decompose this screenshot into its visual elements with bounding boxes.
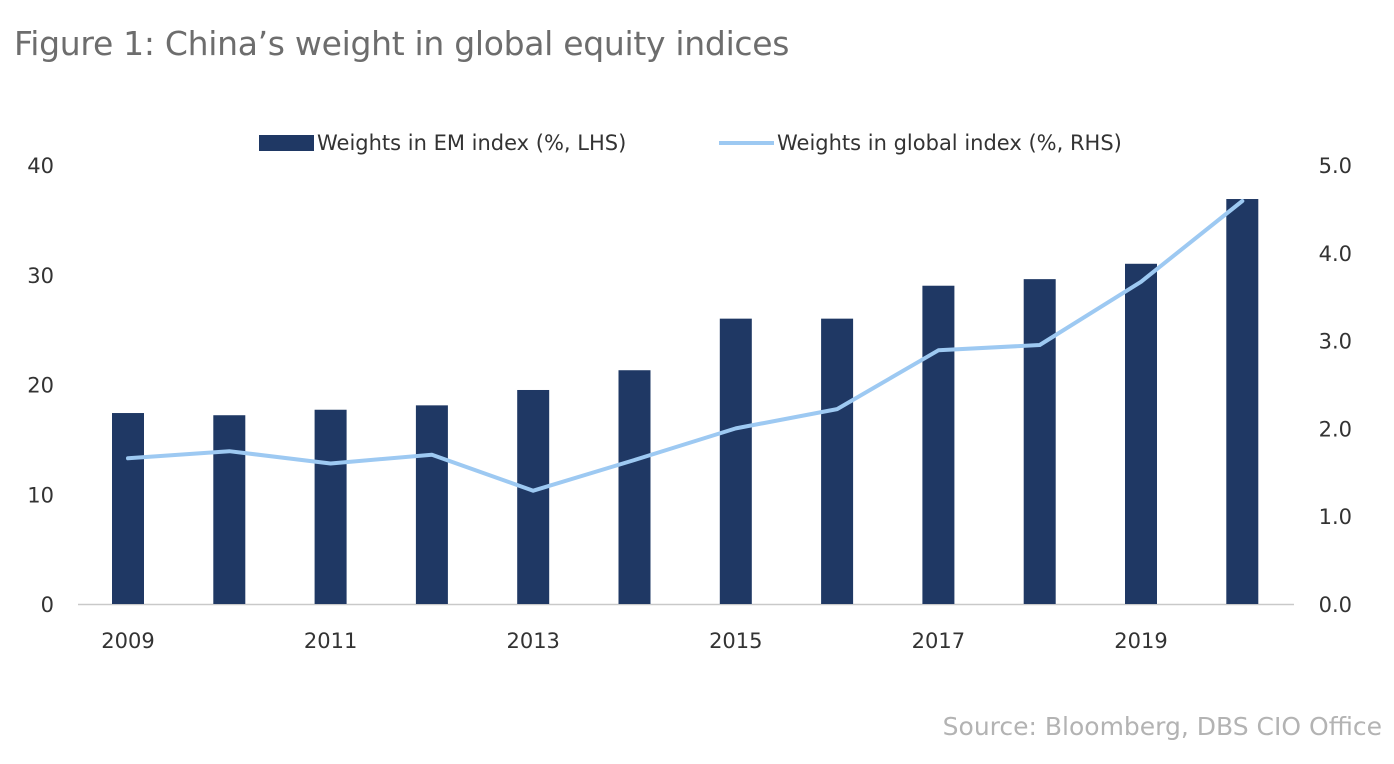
- chart-legend: Weights in EM index (%, LHS) Weights in …: [0, 127, 1394, 159]
- x-tick-label: 2015: [709, 629, 762, 653]
- bar-em-index-2019: [1125, 263, 1157, 604]
- legend-item-global-index: Weights in global index (%, RHS): [719, 127, 1122, 159]
- bar-em-index-2015: [719, 318, 752, 604]
- x-tick-label: 2011: [304, 629, 357, 653]
- legend-label-global-index: Weights in global index (%, RHS): [777, 131, 1122, 155]
- bar-em-index-2014: [618, 370, 651, 604]
- bar-em-index-2011: [314, 409, 347, 604]
- x-tick-label: 2009: [101, 629, 154, 653]
- y-left-tick-label: 40: [27, 154, 54, 178]
- source-note: Source: Bloomberg, DBS CIO Office: [942, 712, 1382, 741]
- y-left-tick-label: 30: [27, 264, 54, 288]
- y-right-tick-label: 2.0: [1319, 417, 1352, 441]
- x-tick-label: 2019: [1114, 629, 1167, 653]
- y-left-tick-label: 10: [27, 483, 54, 507]
- bar-em-index-2013: [517, 389, 550, 604]
- line-global-index: [126, 199, 1245, 493]
- chart-title: Figure 1: China’s weight in global equit…: [14, 24, 790, 63]
- bar-em-index-2016: [821, 318, 854, 604]
- legend-swatch-line: [719, 141, 774, 145]
- y-right-tick-label: 4.0: [1319, 242, 1352, 266]
- x-tick-label: 2013: [506, 629, 559, 653]
- bar-em-index-2010: [213, 415, 246, 604]
- y-right-tick-label: 3.0: [1319, 330, 1352, 354]
- y-right-tick-label: 5.0: [1319, 154, 1352, 178]
- legend-label-em-index: Weights in EM index (%, LHS): [317, 131, 627, 155]
- bar-em-index-2009: [112, 413, 144, 604]
- bar-em-index-2018: [1023, 279, 1056, 604]
- x-tick-label: 2017: [912, 629, 965, 653]
- legend-item-em-index: Weights in EM index (%, LHS): [259, 127, 626, 159]
- y-left-tick-label: 0: [41, 593, 54, 617]
- legend-swatch-bar: [259, 135, 314, 151]
- bar-em-index-2017: [922, 285, 955, 604]
- y-right-tick-label: 1.0: [1319, 505, 1352, 529]
- bar-em-index-2020: [1226, 199, 1259, 604]
- y-left-tick-label: 20: [27, 374, 54, 398]
- bar-em-index-2012: [415, 405, 448, 604]
- y-right-tick-label: 0.0: [1319, 593, 1352, 617]
